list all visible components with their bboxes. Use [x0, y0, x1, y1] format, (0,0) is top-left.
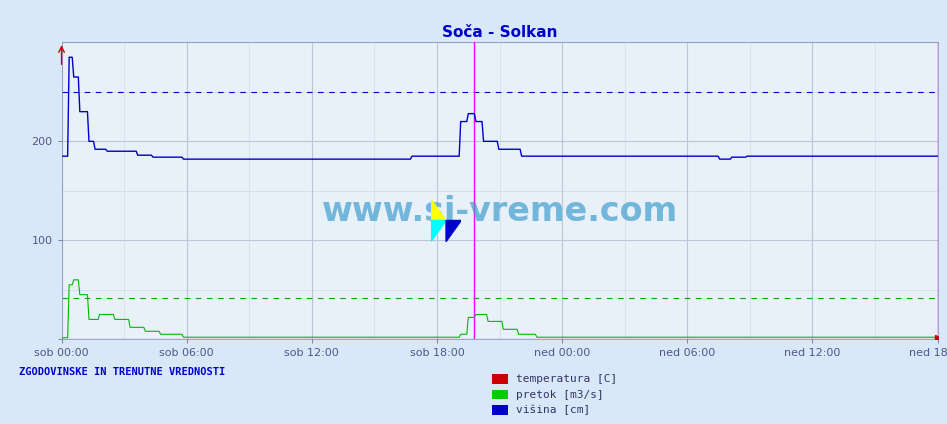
Text: pretok [m3/s]: pretok [m3/s] [516, 390, 604, 400]
Title: Soča - Solkan: Soča - Solkan [442, 25, 557, 40]
Polygon shape [431, 199, 446, 220]
Polygon shape [446, 220, 461, 242]
Text: www.si-vreme.com: www.si-vreme.com [321, 195, 678, 228]
Polygon shape [431, 220, 446, 242]
Text: temperatura [C]: temperatura [C] [516, 374, 617, 384]
Text: višina [cm]: višina [cm] [516, 405, 590, 415]
Text: ZGODOVINSKE IN TRENUTNE VREDNOSTI: ZGODOVINSKE IN TRENUTNE VREDNOSTI [19, 367, 225, 377]
